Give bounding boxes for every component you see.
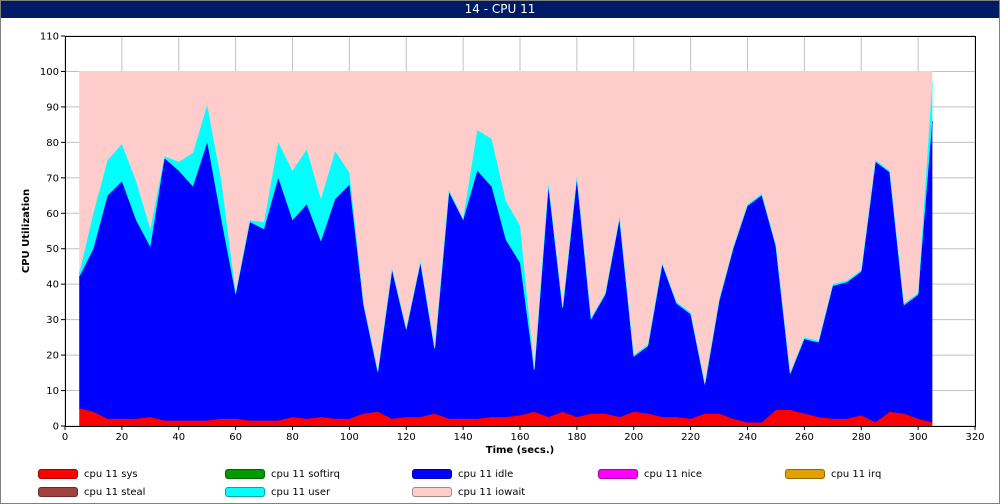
window-title: 14 - CPU 11	[1, 1, 999, 18]
x-tick-label: 0	[62, 432, 68, 443]
x-tick-label: 20	[116, 432, 129, 443]
y-axis-label: CPU Utilization	[21, 189, 32, 273]
x-tick-label: 100	[340, 432, 359, 443]
y-tick-label: 10	[46, 386, 59, 397]
x-tick-label: 280	[852, 432, 871, 443]
chart-legend: cpu 11 sys cpu 11 softirq cpu 11 idle cpu 1…	[1, 464, 999, 504]
stacked-areas	[78, 70, 933, 426]
legend-label: cpu 11 nice	[644, 468, 703, 480]
legend-item-cpu-11-irq: cpu 11 irq	[785, 467, 881, 481]
legend-swatch	[412, 487, 452, 497]
legend-swatch	[38, 469, 78, 479]
x-tick-label: 160	[510, 432, 529, 443]
y-tick-label: 20	[46, 351, 59, 362]
cpu-utilization-chart: 0 20 40 60 80 100 120 140 160 180 200 220 240 260 280 3…	[21, 32, 985, 457]
legend-label: cpu 11 softirq	[271, 468, 340, 480]
legend-item-cpu-11-user: cpu 11 user	[225, 485, 330, 499]
legend-item-cpu-11-idle: cpu 11 idle	[412, 467, 513, 481]
legend-swatch	[38, 487, 78, 497]
x-axis-ticks: 0 20 40 60 80 100 120 140 160 180 200 220 240 260 280 3…	[62, 426, 985, 443]
legend-label: cpu 11 sys	[84, 468, 138, 480]
y-tick-label: 40	[46, 280, 59, 291]
legend-label: cpu 11 steal	[84, 486, 146, 498]
legend-label: cpu 11 irq	[831, 468, 882, 480]
x-tick-label: 40	[172, 432, 185, 443]
legend-swatch	[412, 469, 452, 479]
legend-label: cpu 11 idle	[458, 468, 514, 480]
x-tick-label: 260	[795, 432, 814, 443]
x-tick-label: 60	[229, 432, 242, 443]
legend-item-cpu-11-steal: cpu 11 steal	[38, 485, 145, 499]
legend-label: cpu 11 user	[271, 486, 331, 498]
legend-item-cpu-11-sys: cpu 11 sys	[38, 467, 138, 481]
x-tick-label: 200	[624, 432, 643, 443]
y-tick-label: 90	[46, 102, 59, 113]
series-area-cpu-11-idle	[79, 121, 933, 423]
x-tick-label: 300	[909, 432, 928, 443]
y-tick-label: 100	[40, 67, 59, 78]
y-tick-label: 80	[46, 138, 59, 149]
y-tick-label: 60	[46, 209, 59, 220]
x-axis-label: Time (secs.)	[486, 445, 555, 456]
legend-label: cpu 11 iowait	[458, 486, 526, 498]
y-tick-label: 0	[53, 422, 59, 433]
x-tick-label: 220	[681, 432, 700, 443]
x-tick-label: 180	[567, 432, 586, 443]
series-line-cpu-11-idle	[78, 121, 933, 386]
legend-item-cpu-11-softirq: cpu 11 softirq	[225, 467, 340, 481]
legend-item-cpu-11-nice: cpu 11 nice	[598, 467, 702, 481]
series-area-cpu-11-iowait	[79, 71, 933, 384]
y-tick-label: 50	[46, 244, 59, 255]
y-axis-ticks: 0 10 20 30 40 50 60 70 80 90 100 110	[40, 32, 65, 433]
legend-item-cpu-11-iowait: cpu 11 iowait	[412, 485, 525, 499]
x-tick-label: 240	[738, 432, 757, 443]
legend-swatch	[785, 469, 825, 479]
x-tick-label: 120	[397, 432, 416, 443]
x-tick-label: 320	[965, 432, 984, 443]
series-line-cpu-11-user	[78, 82, 933, 384]
legend-swatch	[225, 487, 265, 497]
x-tick-label: 80	[286, 432, 299, 443]
series-area-cpu-11-user	[79, 82, 933, 386]
legend-swatch	[598, 469, 638, 479]
y-tick-label: 70	[46, 173, 59, 184]
x-tick-label: 140	[454, 432, 473, 443]
y-tick-label: 30	[46, 315, 59, 326]
y-tick-label: 110	[40, 32, 59, 43]
legend-swatch	[225, 469, 265, 479]
